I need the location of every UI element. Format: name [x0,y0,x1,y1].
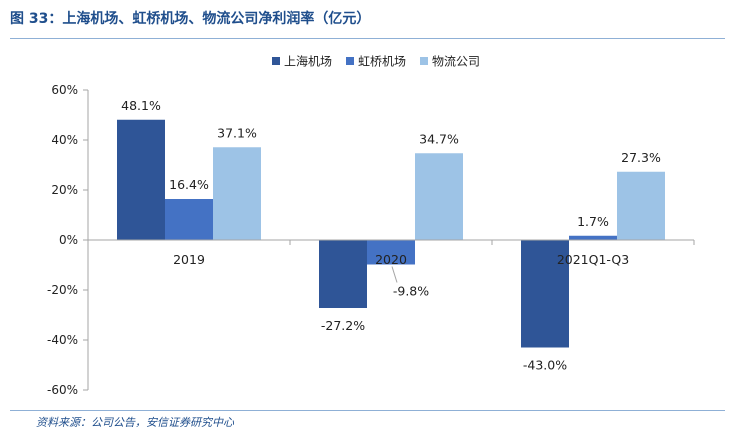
title-divider [10,38,725,39]
bar [521,240,569,348]
y-tick-label: -20% [47,283,78,297]
y-tick-label: -40% [47,333,78,347]
data-label-leader [391,266,398,283]
bar [213,147,261,240]
bar [617,171,665,240]
bar [569,235,617,240]
source-note: 资料来源：公司公告，安信证券研究中心 [36,416,234,429]
bar [367,240,415,265]
legend-label: 虹桥机场 [358,55,406,69]
x-category-label: 2019 [173,252,205,267]
legend-swatch [346,57,354,65]
legend-label: 上海机场 [284,54,332,69]
chart-legend: 上海机场 虹桥机场 物流公司 [272,54,480,69]
y-axis: 60% 40% 20% 0% -20% -40% -60% [47,83,89,397]
data-label: -27.2% [321,318,365,333]
legend-swatch [420,57,428,65]
source-divider [10,410,725,411]
y-tick-label: 0% [59,233,78,247]
data-label: 1.7% [577,214,609,229]
data-label: -9.8% [393,284,429,299]
y-tick-label: -60% [47,383,78,397]
bar [117,119,165,240]
x-category-label: 2021Q1-Q3 [557,252,629,267]
data-label: -43.0% [523,358,567,373]
page-title: 图 33：上海机场、虹桥机场、物流公司净利润率（亿元） [10,11,371,27]
bar [165,199,213,240]
x-category-label: 2020 [375,252,407,267]
y-tick-label: 60% [51,83,78,97]
data-label: 37.1% [217,125,257,140]
bar [415,153,463,240]
data-label: 48.1% [121,98,161,113]
data-label: 27.3% [621,150,661,165]
data-label: 16.4% [169,177,209,192]
legend-swatch [272,57,280,65]
legend-label: 物流公司 [432,55,480,69]
y-tick-label: 40% [51,133,78,147]
bar [319,240,367,308]
data-label: 34.7% [419,131,459,146]
bar-chart: 上海机场 虹桥机场 物流公司 60% 40% 20% 0% -20% -40% -60% 48.… [47,54,695,397]
plot-area: 48.1% 16.4% 37.1% 2019 -27.2% -9.8% 34.7% 2020 -… [87,98,695,373]
y-tick-label: 20% [51,183,78,197]
